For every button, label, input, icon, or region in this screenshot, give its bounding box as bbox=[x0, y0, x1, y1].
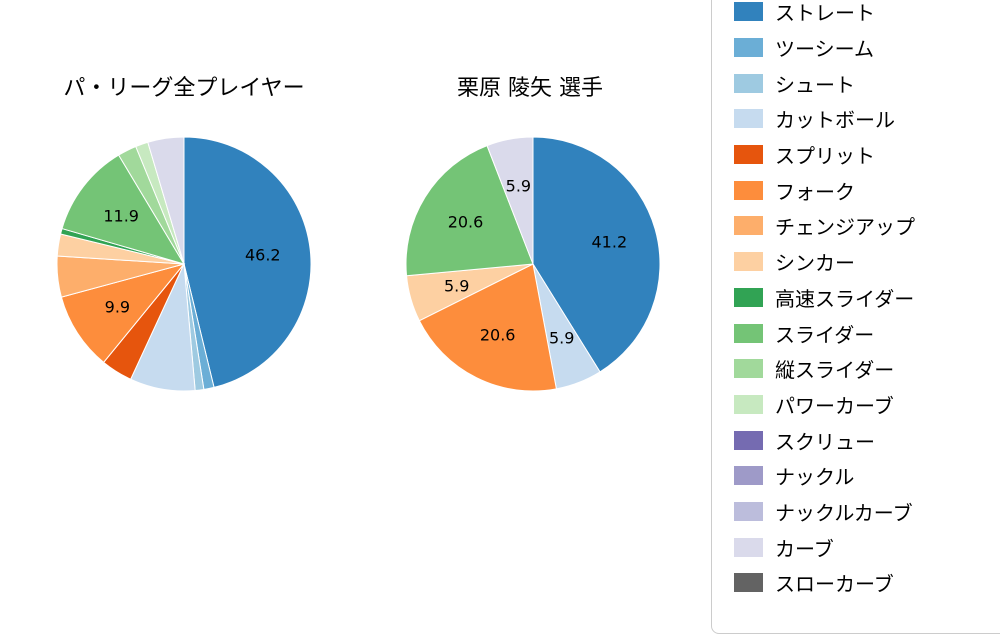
legend-color-swatch bbox=[734, 501, 763, 521]
slice-value-label: 41.2 bbox=[591, 232, 628, 252]
slice-value-label: 5.9 bbox=[548, 328, 575, 348]
pie-slice bbox=[405, 144, 534, 277]
legend-color-swatch bbox=[734, 2, 763, 22]
legend-label: チェンジアップ bbox=[775, 215, 915, 240]
legend-label: 高速スライダー bbox=[775, 286, 915, 311]
pie-slice bbox=[418, 263, 557, 392]
legend-label: シュート bbox=[775, 72, 855, 97]
legend-label: パワーカーブ bbox=[775, 393, 894, 418]
legend-item: スライダー bbox=[734, 315, 1000, 351]
legend-label: カーブ bbox=[775, 536, 834, 561]
legend-items: ストレートツーシームシュートカットボール スプリットフォークチェンジアップ シンカー… bbox=[734, 0, 1000, 601]
slice-value-label: 20.6 bbox=[479, 325, 516, 345]
slice-value-label: 5.9 bbox=[505, 176, 532, 196]
legend-color-swatch bbox=[734, 537, 763, 557]
legend-color-swatch bbox=[734, 109, 763, 129]
legend-color-swatch bbox=[734, 394, 763, 414]
legend-item: ストレート bbox=[734, 0, 1000, 30]
legend-label: ツーシーム bbox=[775, 37, 874, 62]
legend-item: ナックル bbox=[734, 458, 1000, 494]
pie-slice bbox=[532, 136, 661, 373]
slice-value-label: 9.9 bbox=[104, 297, 131, 317]
slice-value-label: 11.9 bbox=[103, 206, 139, 226]
legend-label: ナックル bbox=[775, 465, 855, 490]
legend-color-swatch bbox=[734, 323, 763, 343]
legend-color-swatch bbox=[734, 38, 763, 58]
legend-item: カットボール bbox=[734, 101, 1000, 137]
legend-item: シンカー bbox=[734, 244, 1000, 280]
legend-label: スライダー bbox=[775, 322, 875, 347]
pie-chart-league: 46.2 9.9 11.9 bbox=[56, 136, 312, 392]
legend-item: パワーカーブ bbox=[734, 387, 1000, 423]
legend-item: ナックルカーブ bbox=[734, 494, 1000, 530]
pie-svg bbox=[405, 136, 661, 392]
legend-color-swatch bbox=[734, 252, 763, 272]
legend-item: スローカーブ bbox=[734, 565, 1000, 601]
pie-slice bbox=[183, 136, 312, 389]
chart-title-right: 栗原 陵矢 選手 bbox=[457, 76, 603, 101]
slice-value-label: 5.9 bbox=[443, 276, 470, 296]
legend-label: フォーク bbox=[775, 179, 855, 204]
legend-item: シュート bbox=[734, 65, 1000, 101]
pie-slice bbox=[147, 136, 185, 265]
chart-title-left: パ・リーグ全プレイヤー bbox=[63, 76, 305, 101]
slice-value-label: 46.2 bbox=[244, 245, 281, 265]
legend-label: カットボール bbox=[775, 108, 895, 133]
legend-item: チェンジアップ bbox=[734, 208, 1000, 244]
pie-chart-player: 41.2 5.9 20.6 5.9 20.6 5.9 bbox=[405, 136, 661, 392]
legend-item: フォーク bbox=[734, 172, 1000, 208]
legend-label: スプリット bbox=[775, 144, 875, 169]
legend-item: カーブ bbox=[734, 529, 1000, 565]
legend-color-swatch bbox=[734, 287, 763, 307]
legend-item: 高速スライダー bbox=[734, 280, 1000, 316]
legend-item: スクリュー bbox=[734, 422, 1000, 458]
legend-color-swatch bbox=[734, 359, 763, 379]
pie-slice bbox=[60, 263, 186, 364]
legend-item: ツーシーム bbox=[734, 30, 1000, 66]
pie-slice bbox=[61, 154, 186, 265]
legend-color-swatch bbox=[734, 573, 763, 593]
pie-svg bbox=[56, 136, 312, 392]
legend-label: スローカーブ bbox=[775, 572, 894, 597]
legend-color-swatch bbox=[734, 73, 763, 93]
legend-label: ナックルカーブ bbox=[775, 500, 913, 525]
legend-item: スプリット bbox=[734, 137, 1000, 173]
legend-color-swatch bbox=[734, 216, 763, 236]
legend-color-swatch bbox=[734, 430, 763, 450]
legend-color-swatch bbox=[734, 145, 763, 165]
legend-color-swatch bbox=[734, 466, 763, 486]
legend: ストレートツーシームシュートカットボール スプリットフォークチェンジアップ シンカー… bbox=[711, 0, 1000, 634]
legend-label: ストレート bbox=[775, 1, 875, 26]
legend-label: 縦スライダー bbox=[775, 358, 895, 383]
legend-item: 縦スライダー bbox=[734, 351, 1000, 387]
pie-slice bbox=[486, 136, 534, 265]
legend-label: シンカー bbox=[775, 251, 855, 276]
slice-value-label: 20.6 bbox=[447, 212, 484, 232]
legend-color-swatch bbox=[734, 180, 763, 200]
figure-canvas: パ・リーグ全プレイヤー 栗原 陵矢 選手 46.2 9.9 11.9 41.2 5.9… bbox=[56, 0, 1000, 634]
legend-label: スクリュー bbox=[775, 429, 875, 454]
